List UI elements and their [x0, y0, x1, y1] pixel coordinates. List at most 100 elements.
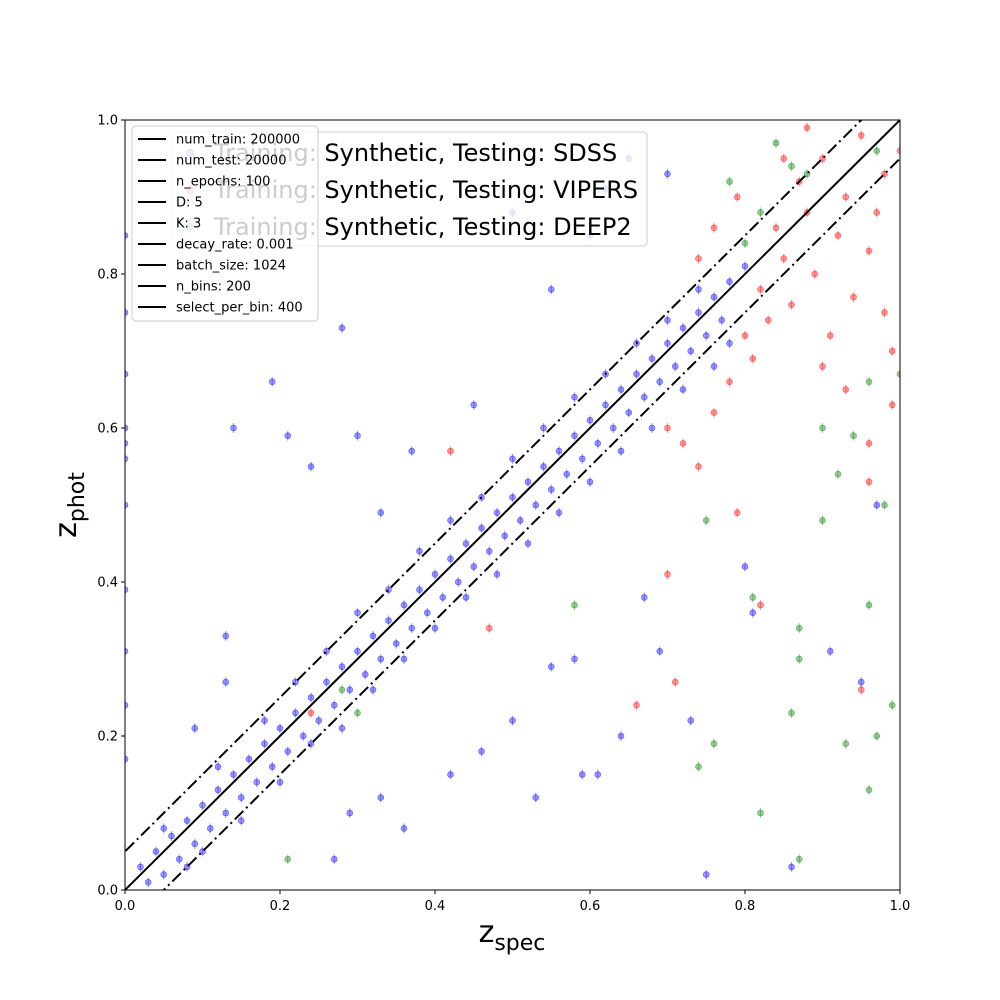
data-point-series-1: [338, 324, 346, 332]
x-axis-label: zspec: [479, 915, 546, 956]
data-point-series-1: [586, 478, 594, 486]
data-point-series-3: [788, 709, 795, 717]
data-point-series-2: [834, 232, 842, 239]
y-axis-label: zphot: [49, 472, 90, 538]
data-point-series-2: [764, 316, 772, 324]
data-point-series-1: [656, 647, 664, 655]
data-point-series-1: [478, 524, 485, 532]
data-point-series-1: [648, 355, 656, 363]
data-point-series-1: [431, 624, 439, 632]
x-tick-label: 1.0: [890, 899, 911, 914]
data-point-series-1: [199, 801, 206, 809]
data-point-series-3: [354, 709, 361, 717]
data-point-series-1: [509, 455, 516, 463]
data-point-series-2: [710, 409, 718, 416]
reference-lines: [125, 120, 900, 890]
data-point-series-3: [741, 239, 749, 247]
data-point-series-1: [509, 717, 516, 724]
data-point-series-1: [261, 740, 268, 748]
data-point-series-1: [493, 509, 501, 517]
data-point-series-1: [609, 424, 617, 432]
data-point-series-2: [757, 286, 764, 293]
data-point-series-1: [749, 609, 757, 617]
data-point-series-1: [640, 594, 648, 601]
data-point-series-1: [571, 655, 578, 663]
data-point-series-1: [222, 632, 230, 640]
data-point-series-3: [702, 517, 710, 524]
data-point-series-1: [292, 709, 299, 717]
data-point-series-1: [485, 547, 493, 555]
data-point-series-2: [865, 440, 873, 447]
data-point-series-1: [377, 509, 385, 517]
data-point-series-1: [400, 825, 408, 832]
data-point-series-1: [408, 624, 416, 632]
data-point-series-1: [664, 339, 671, 347]
data-point-series-1: [726, 339, 733, 347]
y-axis-label-sub: phot: [65, 472, 90, 522]
data-point-series-1: [454, 578, 462, 586]
data-points: [125, 122, 900, 888]
data-point-series-3: [865, 378, 873, 386]
y-axis-ticks: 0.0 0.2 0.4 0.6 0.8 1.0: [97, 114, 125, 899]
data-point-series-1: [191, 724, 199, 732]
params-legend: num_train: 200000 num_test: 20000 n_epochs…: [131, 125, 319, 322]
data-point-series-1: [416, 547, 423, 555]
data-point-series-1: [640, 393, 648, 401]
x-axis-label-sub: spec: [494, 931, 545, 956]
data-point-series-1: [532, 501, 540, 509]
data-point-series-1: [540, 463, 547, 470]
data-point-series-2: [873, 209, 881, 216]
params-legend-label: n_epochs: 100: [176, 175, 270, 190]
data-point-series-1: [125, 455, 129, 463]
data-point-series-1: [377, 655, 385, 663]
data-point-series-2: [881, 309, 888, 316]
y-tick-label: 0.2: [97, 730, 118, 745]
data-point-series-1: [276, 724, 284, 732]
data-point-series-2: [664, 424, 671, 432]
data-point-series-2: [749, 355, 757, 363]
data-point-series-3: [710, 740, 718, 748]
data-point-series-1: [400, 655, 408, 663]
data-point-series-1: [245, 755, 253, 763]
data-point-series-3: [726, 178, 733, 185]
data-point-series-1: [447, 771, 454, 778]
data-point-series-1: [664, 316, 671, 324]
data-point-series-2: [803, 124, 811, 131]
data-point-series-2: [888, 401, 896, 409]
data-point-series-1: [346, 809, 354, 817]
params-legend-label: num_train: 200000: [176, 133, 300, 148]
data-point-series-3: [757, 209, 764, 216]
data-point-series-1: [741, 563, 749, 570]
data-point-series-1: [315, 717, 323, 724]
data-point-series-1: [671, 363, 679, 370]
params-legend-label: decay_rate: 0.001: [176, 238, 294, 253]
data-point-series-1: [261, 717, 268, 724]
data-point-series-1: [377, 794, 385, 801]
data-point-series-3: [795, 855, 803, 863]
data-point-series-1: [330, 855, 338, 863]
data-point-series-2: [788, 301, 795, 309]
data-point-series-1: [385, 586, 392, 594]
data-point-series-1: [625, 409, 633, 416]
params-legend-label: select_per_bin: 400: [176, 301, 303, 316]
data-point-series-2: [695, 255, 702, 262]
data-point-series-1: [718, 316, 726, 324]
data-point-series-3: [865, 786, 873, 794]
data-point-series-1: [873, 501, 881, 509]
data-point-series-1: [509, 493, 516, 501]
data-point-series-3: [842, 740, 850, 748]
x-tick-label: 0.4: [425, 899, 446, 914]
data-point-series-3: [284, 855, 292, 863]
x-tick-label: 0.6: [580, 899, 601, 914]
data-point-series-1: [137, 863, 144, 871]
data-point-series-1: [268, 378, 276, 386]
data-point-series-1: [617, 386, 625, 393]
data-point-series-1: [478, 748, 485, 755]
data-point-series-2: [633, 701, 640, 709]
data-point-series-1: [408, 447, 416, 455]
data-point-series-1: [462, 594, 470, 601]
data-point-series-1: [462, 540, 470, 547]
x-tick-label: 0.8: [735, 899, 756, 914]
data-point-series-3: [795, 624, 803, 632]
data-point-series-3: [819, 424, 826, 432]
